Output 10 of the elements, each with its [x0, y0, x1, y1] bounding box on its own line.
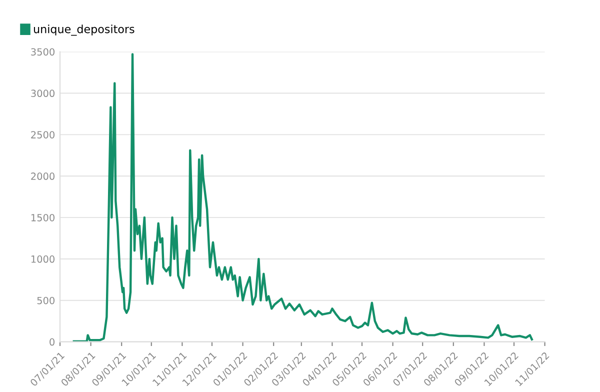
y-tick-label: 1500	[31, 214, 54, 222]
y-tick-label: 3000	[31, 90, 54, 98]
y-tick-label: 3500	[31, 48, 54, 56]
y-tick-label: 500	[37, 296, 54, 304]
y-tick-label: 0	[50, 338, 54, 346]
y-tick-label: 1000	[31, 255, 54, 263]
y-tick-label: 2500	[31, 131, 54, 138]
legend-label: unique_depositors	[34, 24, 134, 36]
line-series	[72, 53, 533, 342]
y-tick-label: 2000	[31, 172, 54, 180]
